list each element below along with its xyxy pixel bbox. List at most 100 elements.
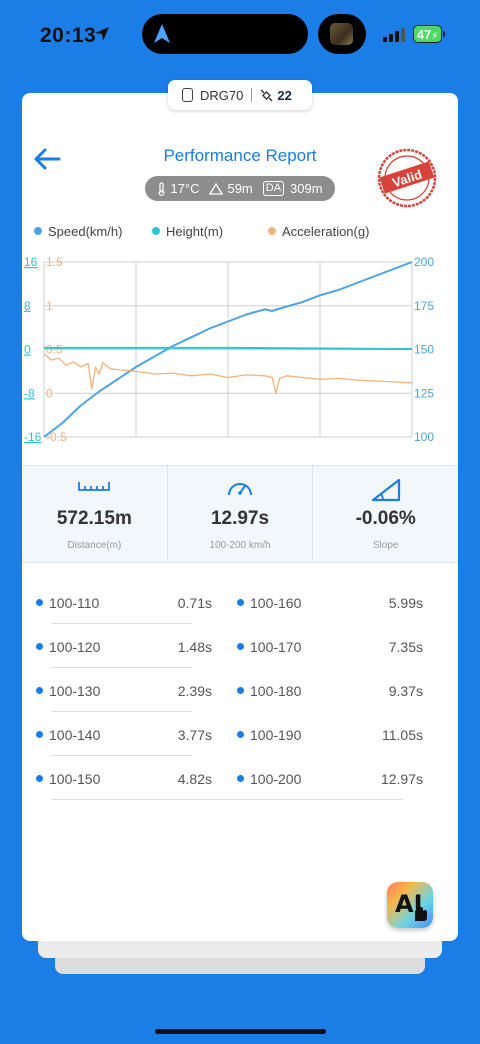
bullet-icon bbox=[237, 775, 244, 782]
cellular-signal-icon bbox=[383, 28, 405, 42]
interval-item: 100-200 12.97s bbox=[223, 756, 423, 800]
series-line-acceleration bbox=[43, 353, 413, 394]
bullet-icon bbox=[36, 775, 43, 782]
navigation-icon bbox=[154, 24, 170, 43]
interval-time: 11.05s bbox=[382, 727, 423, 743]
ai-assistant-button[interactable]: AI bbox=[387, 882, 433, 928]
bullet-icon bbox=[36, 599, 43, 606]
legend-height[interactable]: Height(m) bbox=[152, 224, 223, 239]
speedometer-icon bbox=[228, 483, 252, 496]
interval-item: 100-190 11.05s bbox=[223, 712, 423, 756]
stat-value: 12.97s bbox=[210, 508, 270, 529]
ruler-icon bbox=[78, 482, 111, 491]
page-title: Performance Report bbox=[163, 146, 317, 165]
left-outer-tick-label: 0 bbox=[24, 343, 31, 357]
interval-item: 100-180 9.37s bbox=[223, 668, 423, 712]
interval-item: 100-160 5.99s bbox=[223, 580, 423, 624]
series-line-speed bbox=[43, 261, 413, 438]
stat-distance: 572.15m Distance(m) bbox=[22, 466, 168, 562]
left-inner-tick-label: 1 bbox=[46, 299, 53, 313]
device-icon bbox=[182, 88, 193, 102]
divider bbox=[52, 623, 192, 624]
valid-stamp-icon: Valid bbox=[377, 148, 437, 208]
battery-cap bbox=[443, 31, 445, 37]
interval-item: 100-120 1.48s bbox=[22, 624, 212, 668]
interval-range: 100-190 bbox=[250, 727, 302, 743]
back-arrow-icon[interactable] bbox=[32, 144, 62, 174]
interval-time: 2.39s bbox=[177, 683, 212, 699]
interval-range: 100-200 bbox=[250, 771, 302, 787]
satellite-count: 22 bbox=[277, 87, 292, 103]
performance-chart: 16 8 0 -8 -16 1.5 1 0.5 0 -0.5 200 175 150 125 100 bbox=[24, 255, 434, 444]
battery-indicator: 47⚡ bbox=[413, 25, 442, 43]
interval-range: 100-110 bbox=[49, 595, 100, 611]
right-tick-label: 200 bbox=[414, 255, 434, 269]
status-bar: 20:13 47⚡ bbox=[0, 0, 480, 70]
bullet-icon bbox=[36, 731, 43, 738]
legend-dot bbox=[34, 227, 42, 235]
hand-cursor-icon bbox=[415, 907, 427, 921]
bullet-icon bbox=[36, 687, 43, 694]
density-altitude-badge: DA bbox=[262, 181, 285, 196]
temperature-value: 17°C bbox=[170, 181, 200, 196]
bullet-icon bbox=[237, 599, 244, 606]
chip-divider bbox=[251, 88, 253, 102]
left-outer-tick-label: -8 bbox=[24, 386, 35, 400]
right-tick-label: 175 bbox=[414, 299, 434, 313]
interval-range: 100-170 bbox=[250, 639, 302, 655]
interval-range: 100-150 bbox=[49, 771, 101, 787]
stat-slope: -0.06% Slope bbox=[313, 466, 458, 562]
right-tick-label: 150 bbox=[414, 343, 434, 357]
thermometer-icon bbox=[159, 181, 165, 196]
series-line-height bbox=[44, 346, 413, 350]
stat-value: -0.06% bbox=[355, 508, 416, 529]
legend-label: Speed(km/h) bbox=[48, 224, 123, 239]
legend-acceleration[interactable]: Acceleration(g) bbox=[268, 224, 369, 239]
device-chip[interactable]: DRG70 22 bbox=[168, 80, 312, 110]
interval-item: 100-110 0.71s bbox=[22, 580, 212, 624]
left-outer-tick-label: -16 bbox=[24, 430, 42, 444]
stats-panel: 572.15m Distance(m) 12.97s 100-200 km/h … bbox=[22, 465, 458, 563]
interval-item: 100-140 3.77s bbox=[22, 712, 212, 756]
divider bbox=[52, 667, 192, 668]
interval-item: 100-150 4.82s bbox=[22, 756, 423, 800]
left-outer-tick-label: 8 bbox=[24, 299, 31, 313]
altitude-value: 59m bbox=[227, 181, 253, 196]
divider bbox=[52, 755, 192, 756]
dynamic-island bbox=[142, 14, 308, 54]
density-altitude-value: 309m bbox=[290, 181, 323, 196]
interval-time: 7.35s bbox=[388, 639, 423, 655]
altitude-icon bbox=[209, 182, 224, 195]
slope-icon bbox=[371, 478, 400, 502]
interval-time: 0.71s bbox=[177, 595, 212, 611]
left-inner-tick-label: 1.5 bbox=[46, 255, 63, 269]
home-indicator bbox=[155, 1029, 326, 1034]
interval-time: 3.77s bbox=[177, 727, 212, 743]
bullet-icon bbox=[237, 687, 244, 694]
stat-value: 572.15m bbox=[56, 508, 132, 529]
left-inner-tick-label: 0 bbox=[46, 386, 53, 400]
charging-bolt-icon: ⚡ bbox=[431, 31, 439, 42]
stat-label: Distance(m) bbox=[67, 540, 122, 551]
interval-range: 100-180 bbox=[250, 683, 302, 699]
divider bbox=[52, 799, 403, 800]
stat-time: 12.97s 100-200 km/h bbox=[168, 466, 314, 562]
legend-label: Acceleration(g) bbox=[282, 224, 370, 239]
right-tick-label: 125 bbox=[414, 386, 434, 400]
left-outer-tick-label: 16 bbox=[24, 255, 38, 269]
battery-level: 47 bbox=[416, 27, 432, 42]
divider bbox=[52, 711, 192, 712]
interval-time: 5.99s bbox=[388, 595, 423, 611]
legend-label: Height(m) bbox=[166, 224, 224, 239]
legend-dot bbox=[268, 227, 276, 235]
right-tick-label: 100 bbox=[414, 430, 434, 444]
interval-time: 1.48s bbox=[177, 639, 212, 655]
bullet-icon bbox=[237, 731, 244, 738]
legend-speed[interactable]: Speed(km/h) bbox=[34, 224, 122, 239]
status-time: 20:13 bbox=[40, 24, 97, 47]
interval-time: 4.82s bbox=[177, 771, 212, 787]
interval-item: 100-170 7.35s bbox=[223, 624, 423, 668]
conditions-pill: 17°C 59m DA 309m bbox=[145, 176, 335, 201]
left-inner-tick-label: 0.5 bbox=[46, 343, 63, 357]
left-inner-tick-label: -0.5 bbox=[46, 430, 67, 444]
